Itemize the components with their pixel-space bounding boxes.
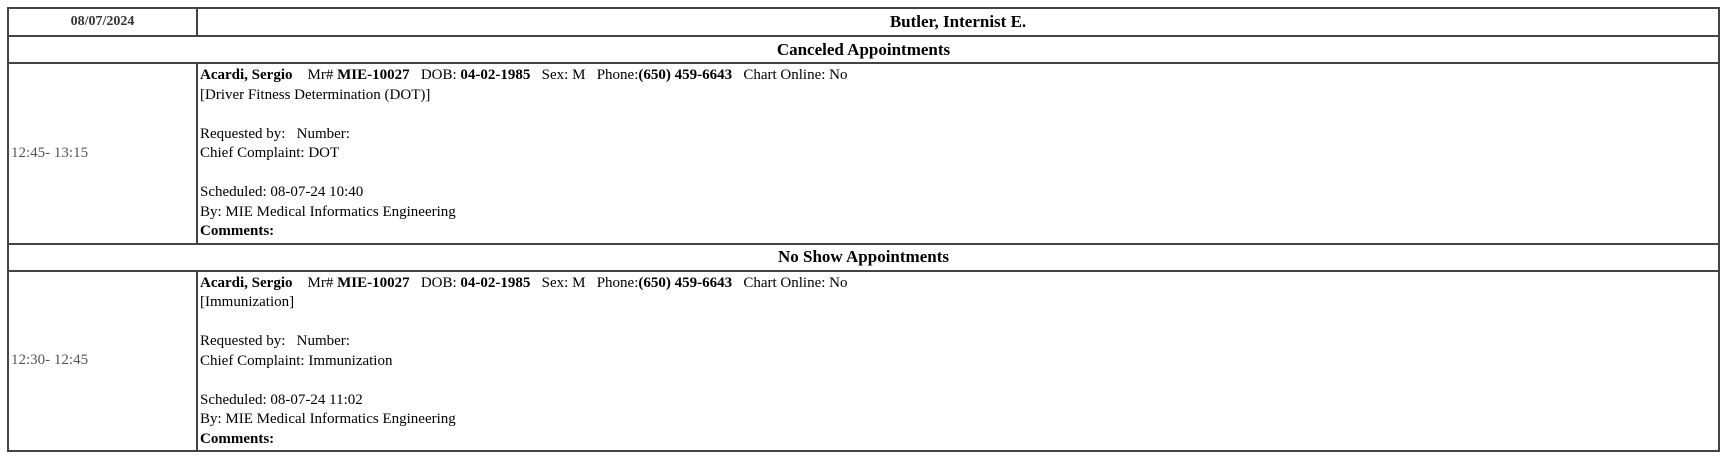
appointment-type: [Driver Fitness Determination (DOT)] <box>200 86 431 103</box>
dob-label: DOB: <box>420 67 457 83</box>
header-row: 08/07/2024 Butler, Internist E. <box>7 7 1720 37</box>
appointment-time: 12:30- 12:45 <box>7 269 198 452</box>
patient-name[interactable]: Acardi, Sergio <box>200 67 293 83</box>
patient-name[interactable]: Acardi, Sergio <box>200 274 293 291</box>
sex: Sex: M <box>541 274 586 291</box>
spacer <box>200 105 1716 125</box>
dob: 04-02-1985 <box>460 67 531 83</box>
schedule-table: 08/07/2024 Butler, Internist E. Canceled… <box>7 7 1720 452</box>
section-title: Canceled Appointments <box>7 35 1720 64</box>
mr-number: MIE-10027 <box>337 274 410 291</box>
scheduled-by: By: MIE Medical Informatics Engineering <box>200 203 456 220</box>
sex: Sex: M <box>541 67 586 83</box>
patient-line: Acardi, Sergio Mr# MIE-10027 DOB: 04-02-… <box>200 66 1716 86</box>
chief-complaint: Chief Complaint: DOT <box>200 145 340 161</box>
section-header-canceled: Canceled Appointments <box>7 35 1720 64</box>
phone-label: Phone: <box>596 274 639 291</box>
appointment-details: Acardi, Sergio Mr# MIE-10027 DOB: 04-02-… <box>196 62 1720 245</box>
mr-number: MIE-10027 <box>337 67 410 83</box>
schedule-date: 08/07/2024 <box>7 7 198 37</box>
spacer <box>200 313 1716 333</box>
appointment-time: 12:45- 13:15 <box>7 62 198 245</box>
section-header-no-show: No Show Appointments <box>7 242 1720 272</box>
spacer <box>200 371 1716 391</box>
chart-online: Chart Online: No <box>743 67 848 83</box>
appointment-details: Acardi, Sergio Mr# MIE-10027 DOB: 04-02-… <box>196 269 1720 452</box>
chief-complaint: Chief Complaint: Immunization <box>200 352 393 369</box>
phone-label: Phone: <box>596 67 639 83</box>
provider-name: Butler, Internist E. <box>196 7 1720 37</box>
mr-label: Mr# <box>307 274 334 291</box>
appointment-row[interactable]: 12:45- 13:15 Acardi, Sergio Mr# MIE-1002… <box>7 62 1720 245</box>
mr-label: Mr# <box>307 67 334 83</box>
comments-label: Comments: <box>200 223 275 239</box>
appointment-row[interactable]: 12:30- 12:45 Acardi, Sergio Mr# MIE-1002… <box>7 269 1720 452</box>
dob-label: DOB: <box>420 274 457 291</box>
dob: 04-02-1985 <box>460 274 531 291</box>
comments-label: Comments: <box>200 430 275 447</box>
section-title: No Show Appointments <box>7 242 1720 272</box>
requested-by: Requested by: Number: <box>200 333 350 349</box>
scheduled: Scheduled: 08-07-24 10:40 <box>200 184 364 200</box>
scheduled-by: By: MIE Medical Informatics Engineering <box>200 411 456 427</box>
phone: (650) 459-6643 <box>638 67 733 83</box>
appointment-type: [Immunization] <box>200 294 295 310</box>
chart-online: Chart Online: No <box>743 274 848 291</box>
spacer <box>200 164 1716 184</box>
scheduled: Scheduled: 08-07-24 11:02 <box>200 391 363 408</box>
patient-line: Acardi, Sergio Mr# MIE-10027 DOB: 04-02-… <box>200 274 1716 294</box>
requested-by: Requested by: Number: <box>200 125 350 142</box>
phone: (650) 459-6643 <box>638 274 733 291</box>
